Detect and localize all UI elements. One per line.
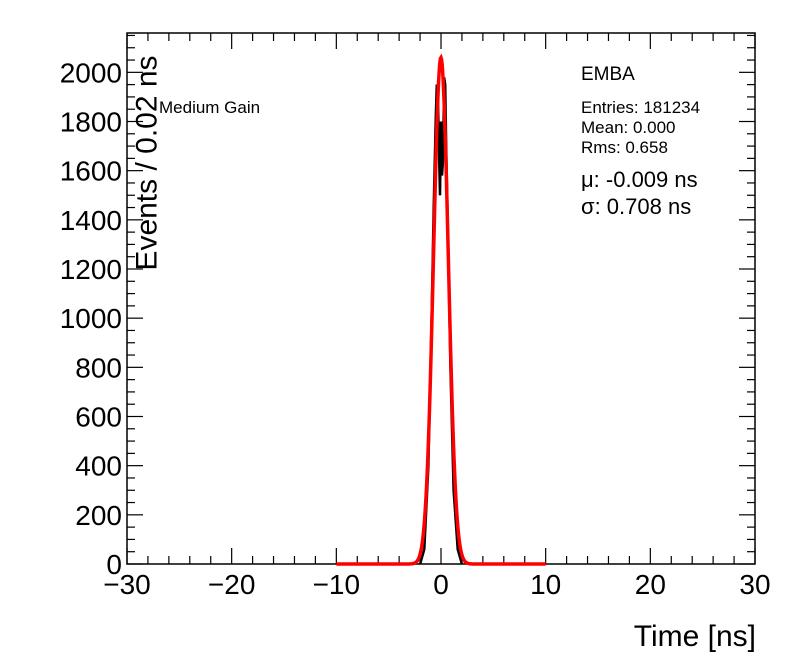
y-axis-label: Events / 0.02 ns (130, 55, 164, 271)
rms-stat: Rms: 0.658 (581, 138, 668, 157)
x-tick-label: 10 (530, 569, 561, 600)
y-tick-label: 1600 (60, 156, 122, 187)
gaussian-fit-curve (336, 53, 546, 566)
y-tick-label: 200 (75, 500, 122, 531)
y-tick-labels: 0 200 400 600 800 1000 1200 1400 1600 1800 2000 (60, 57, 122, 580)
x-tick-label: −10 (313, 569, 361, 600)
y-tick-label: 800 (75, 352, 122, 383)
y-tick-label: 400 (75, 451, 122, 482)
mean-stat: Mean: 0.000 (581, 118, 676, 137)
y-tick-label: 0 (106, 549, 122, 580)
fit-sigma-stat: σ: 0.708 ns (581, 194, 692, 219)
y-tick-label: 1000 (60, 303, 122, 334)
axis-ticks (126, 33, 756, 565)
gain-label: Medium Gain (159, 98, 261, 117)
y-tick-label: 2000 (60, 57, 122, 88)
entries-stat: Entries: 181234 (581, 98, 701, 117)
y-tick-label: 1800 (60, 107, 122, 138)
x-tick-label: 20 (635, 569, 666, 600)
x-tick-label: −30 (103, 569, 151, 600)
x-tick-label: 30 (739, 569, 770, 600)
partition-label: EMBA (581, 64, 635, 85)
y-tick-label: 1200 (60, 254, 122, 285)
x-tick-label: −20 (208, 569, 256, 600)
x-axis-label: Time [ns] (633, 620, 756, 653)
x-tick-labels: −30 −20 −10 0 10 20 30 (103, 569, 770, 600)
y-tick-label: 600 (75, 402, 122, 433)
y-tick-label: 1400 (60, 205, 122, 236)
fit-mean-stat: μ: -0.009 ns (581, 167, 698, 192)
x-tick-label: 0 (433, 569, 449, 600)
